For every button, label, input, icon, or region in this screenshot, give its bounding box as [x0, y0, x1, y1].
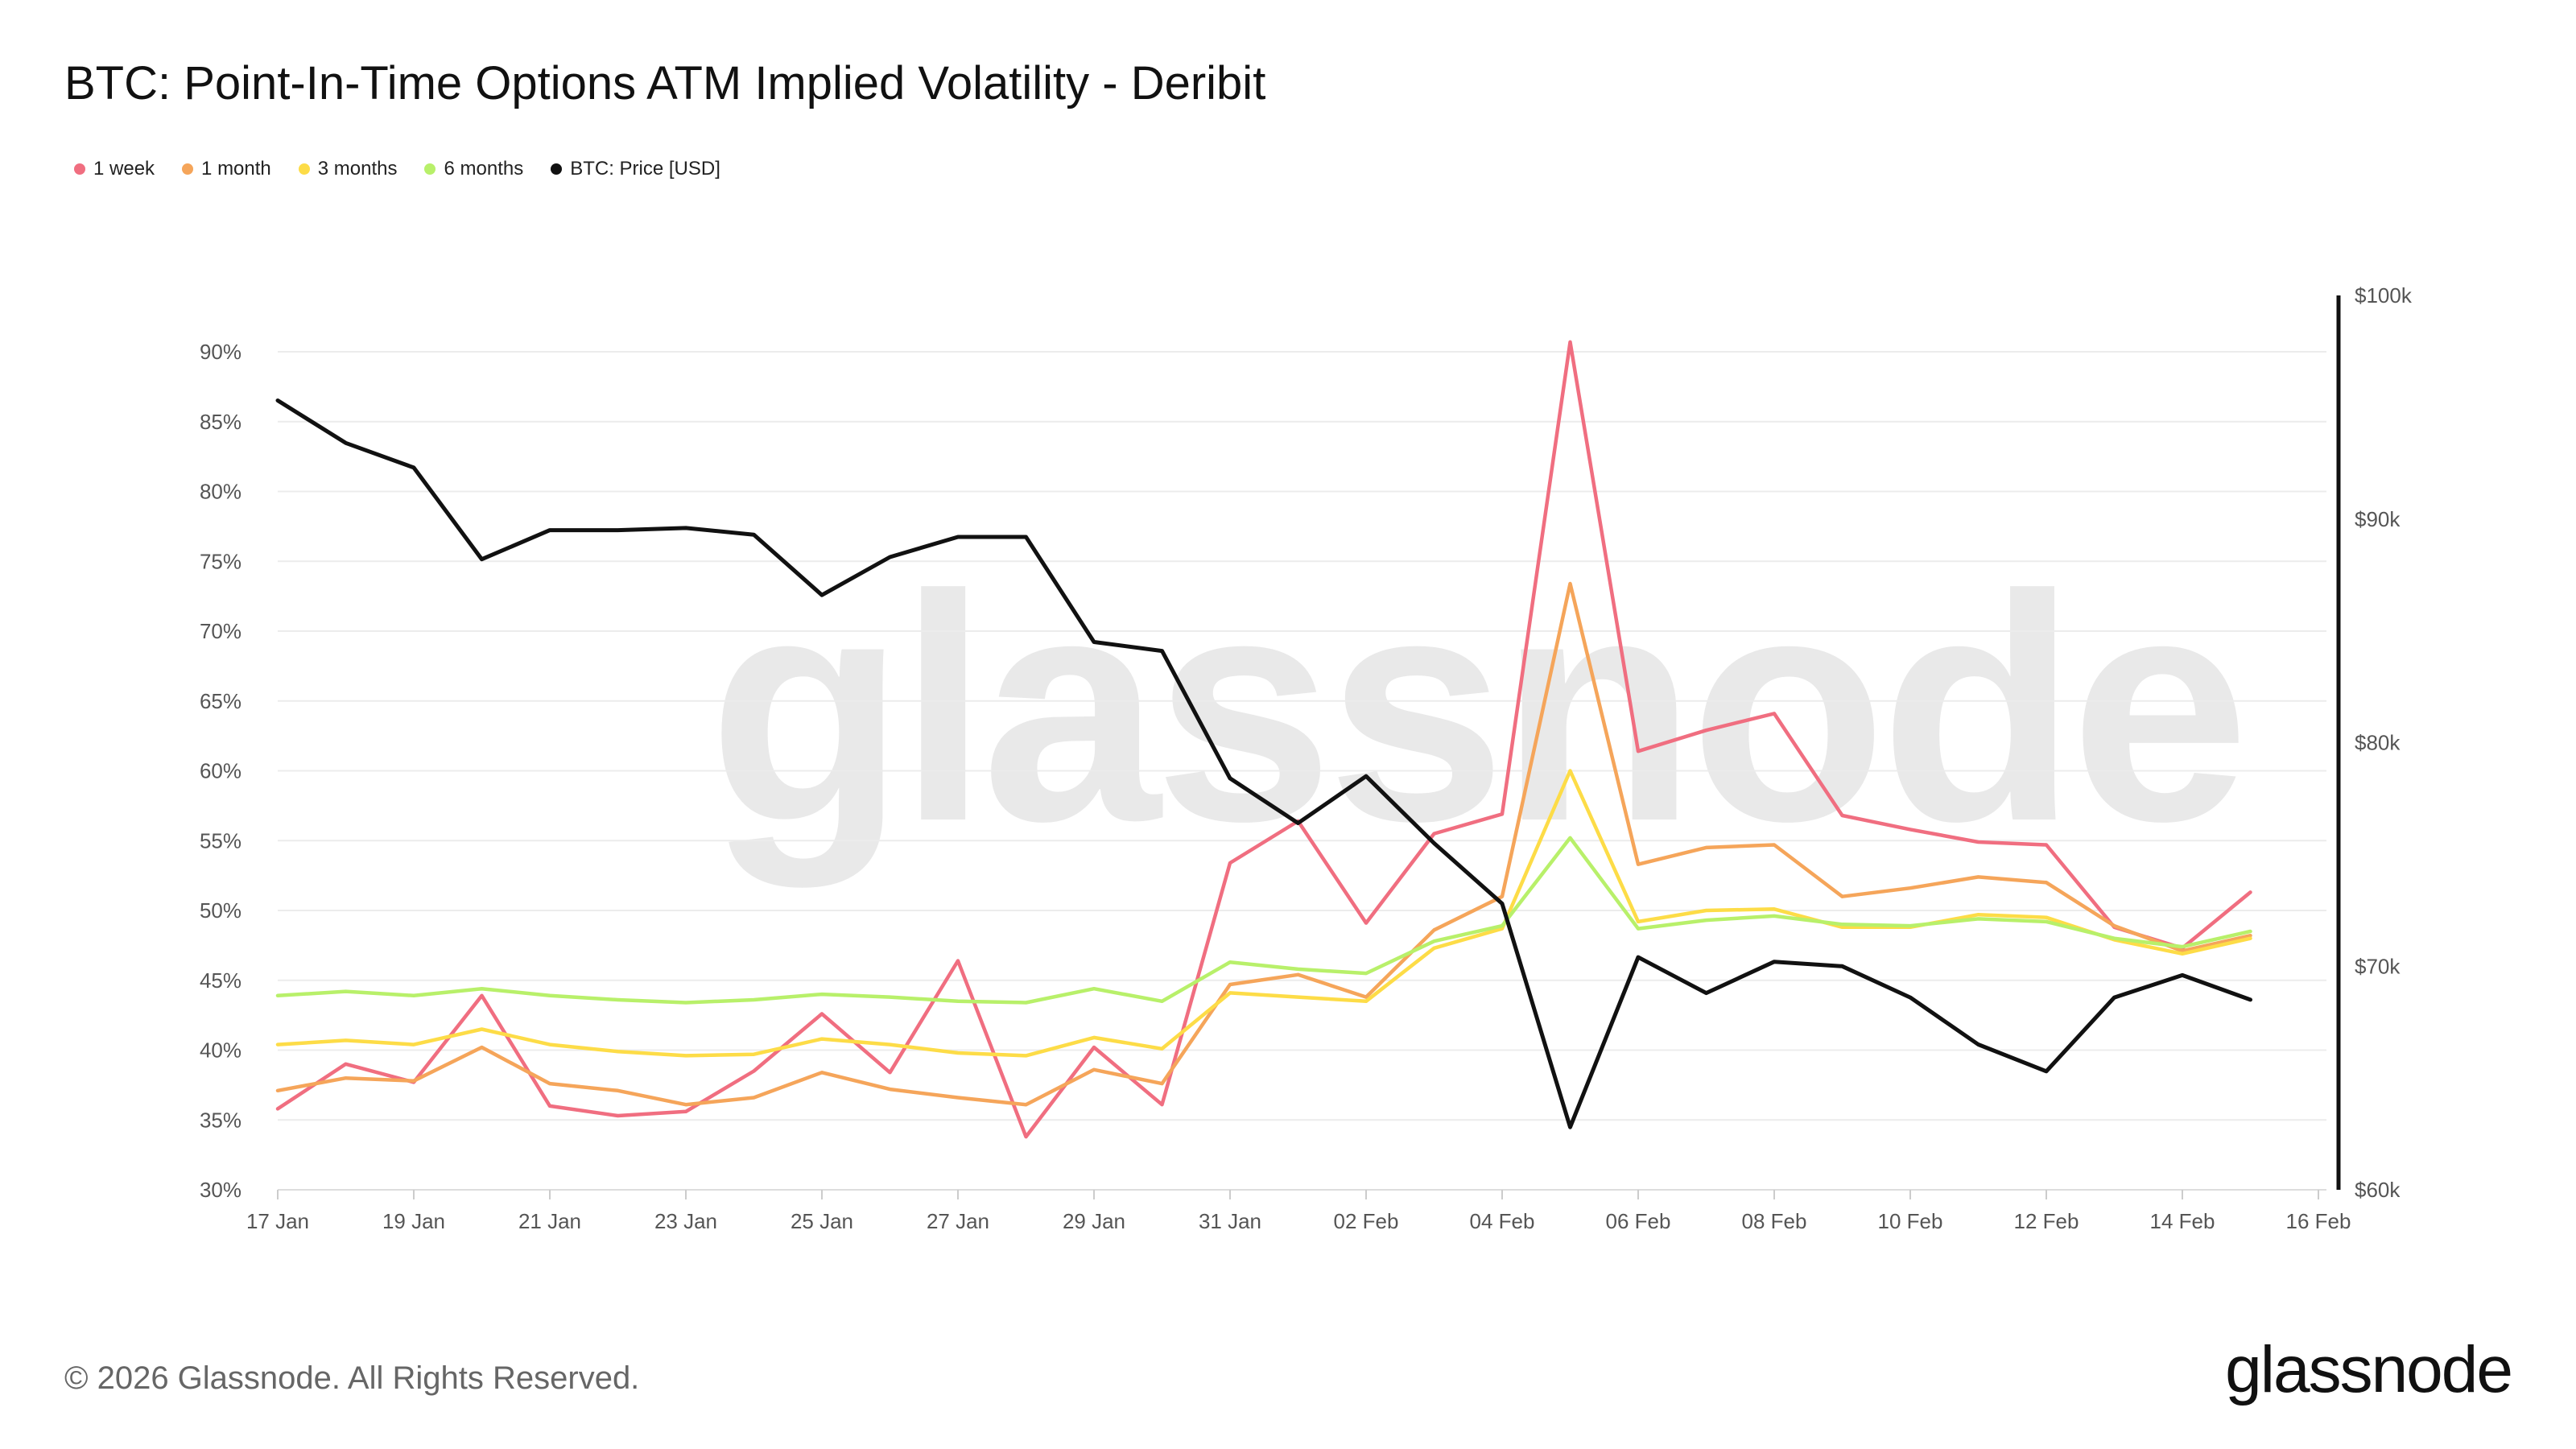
x-tick-label: 14 Feb: [2150, 1209, 2215, 1233]
y-left-tick-label: 85%: [200, 410, 242, 434]
y-left-tick-label: 50%: [200, 898, 242, 923]
legend-item-3-months[interactable]: 3 months: [298, 158, 398, 180]
y-left-tick-label: 30%: [200, 1178, 242, 1202]
grid-lines: [278, 351, 2326, 1121]
legend-dot-1-week: [74, 163, 85, 175]
legend-item-btc-price[interactable]: BTC: Price [USD]: [551, 158, 720, 180]
y-left-tick-label: 65%: [200, 689, 242, 713]
x-tick-label: 17 Jan: [246, 1209, 309, 1233]
y-left-tick-label: 70%: [200, 619, 242, 643]
x-tick-label: 02 Feb: [1334, 1209, 1399, 1233]
x-tick-label: 16 Feb: [2286, 1209, 2351, 1233]
legend-dot-6-months: [424, 163, 436, 175]
x-tick-label: 25 Jan: [791, 1209, 853, 1233]
series-line-1-month: [275, 581, 2252, 1107]
copyright-text: © 2026 Glassnode. All Rights Reserved.: [64, 1360, 640, 1396]
y-right-tick-label: $70k: [2355, 954, 2401, 978]
legend-item-1-week[interactable]: 1 week: [74, 158, 155, 180]
x-tick-label: 31 Jan: [1199, 1209, 1261, 1233]
series-line-btc-price-usd: [275, 398, 2252, 1129]
legend-label-1-week: 1 week: [93, 158, 155, 180]
series-lines: [275, 340, 2252, 1139]
series-line-3-months: [275, 769, 2252, 1058]
y-right-tick-label: $80k: [2355, 731, 2401, 755]
y-left-tick-label: 80%: [200, 480, 242, 504]
x-tick-label: 23 Jan: [654, 1209, 717, 1233]
y-left-tick-label: 60%: [200, 759, 242, 783]
x-tick-label: 19 Jan: [382, 1209, 445, 1233]
series-line-1-week: [275, 340, 2252, 1139]
legend-label-3-months: 3 months: [317, 158, 398, 180]
y-right-tick-label: $60k: [2355, 1178, 2401, 1202]
x-tick-label: 27 Jan: [927, 1209, 989, 1233]
legend-dot-1-month: [182, 163, 194, 175]
chart-title: BTC: Point-In-Time Options ATM Implied V…: [64, 57, 1266, 109]
y-left-tick-label: 45%: [200, 968, 242, 993]
x-tick-label: 12 Feb: [2014, 1209, 2079, 1233]
legend-item-6-months[interactable]: 6 months: [424, 158, 523, 180]
y-left-tick-label: 75%: [200, 549, 242, 573]
legend-label-1-month: 1 month: [201, 158, 271, 180]
y-left-tick-label: 35%: [200, 1108, 242, 1132]
x-tick-label: 29 Jan: [1063, 1209, 1125, 1233]
x-tick-label: 06 Feb: [1606, 1209, 1671, 1233]
legend-label-btc-price: BTC: Price [USD]: [570, 158, 720, 180]
legend-dot-3-months: [298, 163, 310, 175]
y-right-tick-label: $90k: [2355, 507, 2401, 531]
legend-item-1-month[interactable]: 1 month: [182, 158, 271, 180]
axes: [277, 295, 2341, 1199]
y-left-tick-label: 40%: [200, 1038, 242, 1063]
legend-label-6-months: 6 months: [444, 158, 524, 180]
x-tick-label: 08 Feb: [1742, 1209, 1807, 1233]
x-tick-label: 04 Feb: [1470, 1209, 1535, 1233]
legend: 1 week 1 month 3 months 6 months BTC: Pr…: [74, 158, 720, 180]
x-tick-label: 10 Feb: [1878, 1209, 1943, 1233]
watermark: glassnode: [708, 528, 2249, 888]
legend-dot-btc-price: [551, 163, 563, 175]
y-right-tick-label: $100k: [2355, 283, 2413, 308]
series-line-6-months: [275, 836, 2252, 1005]
y-left-tick-label: 55%: [200, 828, 242, 852]
glassnode-logo: glassnode: [2225, 1333, 2513, 1406]
x-tick-label: 21 Jan: [518, 1209, 581, 1233]
y-left-tick-label: 90%: [200, 340, 242, 364]
tick-labels: 30% 35% 40% 45% 50% 55% 60% 65% 70% 75% 80% 85% 90% $…: [200, 283, 2413, 1233]
